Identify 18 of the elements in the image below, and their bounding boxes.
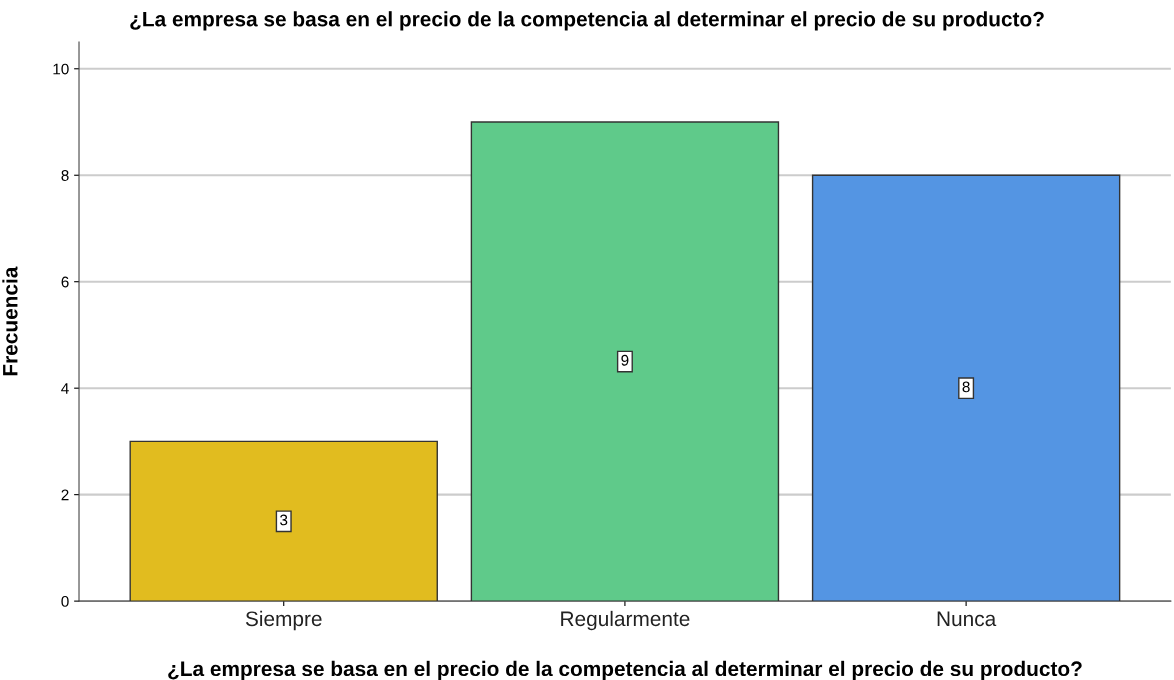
data-label: 9 [621, 354, 629, 366]
y-tick-label: 8 [61, 170, 69, 181]
data-label: 3 [280, 514, 288, 526]
x-tick-label: Regularmente [561, 610, 690, 631]
y-tick-label: 10 [53, 63, 69, 75]
x-tick-label: Nunca [937, 611, 997, 627]
y-tick-label: 0 [61, 595, 69, 607]
chart-title: ¿La empresa se basa en el precio de la competencia al determinar el precio de su producto? [130, 11, 1044, 31]
x-tick-label: Siempre [245, 610, 322, 631]
y-axis-title: Frecuencia [2, 266, 18, 376]
y-tick-label: 4 [61, 383, 69, 394]
bar [811, 174, 1121, 602]
data-label: 8 [962, 381, 970, 393]
y-tick-label: 6 [61, 276, 69, 288]
bar [129, 440, 438, 602]
y-tick-label: 2 [61, 489, 69, 501]
x-axis-title: ¿La empresa se basa en el precio de la competencia al determinar el precio de su producto? [168, 660, 1082, 680]
bar [470, 121, 780, 602]
